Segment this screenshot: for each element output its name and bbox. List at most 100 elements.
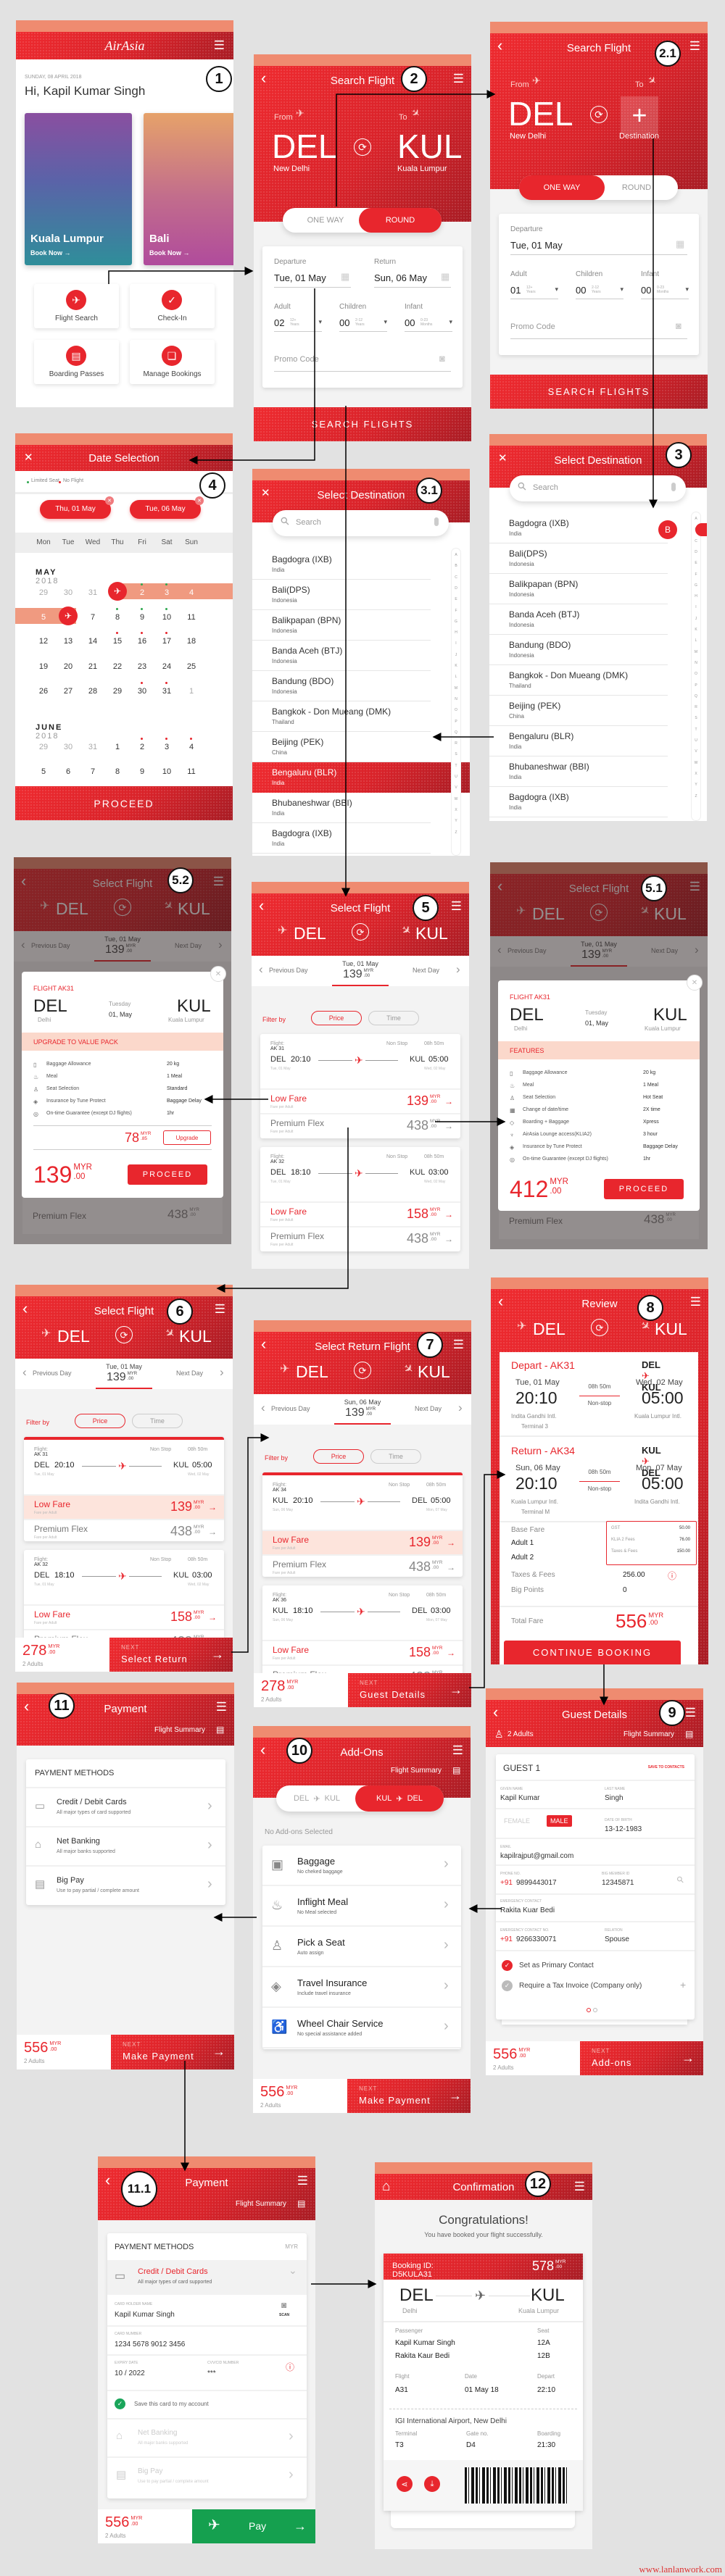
alphabet-letter[interactable]: N [455,696,457,701]
alphabet-letter[interactable]: U [455,775,457,779]
calendar-day[interactable]: 4 [188,588,194,597]
next-day-icon[interactable]: › [458,1401,463,1414]
remove-date-icon[interactable]: ✕ [105,496,114,505]
swap-icon[interactable]: ⟳ [115,1326,133,1343]
close-icon[interactable]: ✕ [210,966,226,982]
next-day-button[interactable]: Next Day [413,967,440,974]
calendar-day[interactable]: 9 [139,613,145,622]
back-icon[interactable]: ‹ [22,1299,28,1317]
calendar-day[interactable]: 9 [139,767,145,776]
passenger-count-select[interactable]: 00 0-23 Months ▾ [405,317,452,332]
calendar-day[interactable]: 29 [38,743,49,751]
calendar-day[interactable]: 20 [63,662,73,671]
alphabet-letter[interactable]: X [455,807,457,812]
filter-price[interactable]: Price [311,1011,362,1025]
alphabet-letter[interactable]: F [455,608,457,613]
alphabet-letter[interactable]: P [455,719,457,724]
proceed-button[interactable]: PROCEED [15,786,233,820]
destination-list-item[interactable]: Bangkok - Don Mueang (DMK) Thailand [252,701,431,732]
destination-list-item[interactable]: Bagdogra (IXB) India [489,513,668,543]
filter-price[interactable]: Price [75,1414,125,1428]
leg-option[interactable]: KUL ✈ DEL [355,1785,444,1812]
swap-icon[interactable]: ⟳ [354,138,371,156]
pager-dot-active[interactable] [587,2008,591,2012]
alphabet-letter[interactable]: F [695,572,697,577]
alphabet-letter[interactable]: W [694,760,698,765]
calendar-day[interactable]: 30 [63,743,73,751]
next-step-button[interactable]: NEXT Make Payment → [347,2079,471,2113]
book-now-link[interactable]: Book Now → [149,249,190,257]
hamburger-menu-icon[interactable]: ☰ [689,1295,701,1309]
next-step-button[interactable]: NEXT Add-ons → [580,2041,703,2075]
alphabet-letter[interactable]: D [455,585,457,591]
back-icon[interactable]: ‹ [261,69,267,87]
add-on-item[interactable]: ♙ Pick a Seat Auto assign › [262,1927,461,1967]
calendar-day[interactable]: 24 [162,662,172,671]
close-icon[interactable]: ✕ [261,487,270,499]
calendar-day[interactable]: 16 [137,637,147,646]
return-date-field[interactable]: Sun, 06 May [374,272,427,283]
destination-list-item[interactable]: Bengaluru (BLR) India [252,762,470,793]
fare-option[interactable]: Low Fare Fare per Adult 139 MYR .00 → [260,1088,460,1113]
calendar-day[interactable]: 12 [38,637,49,646]
passenger-count-select[interactable]: 02 12+ Years ▾ [274,317,322,332]
quick-action-tile[interactable]: ▤ Boarding Passes [34,340,119,384]
continue-booking-button[interactable]: CONTINUE BOOKING [504,1641,681,1664]
search-bar[interactable]: ⚲ Search [510,475,686,501]
fare-option[interactable]: Low Fare Fare per Adult 158 MYR .00 → [260,1201,460,1226]
next-day-icon[interactable]: › [220,1365,224,1379]
save-card-checkbox[interactable]: Save this card to my account [134,2401,209,2407]
remove-date-icon[interactable]: ✕ [195,496,204,505]
from-code[interactable]: DEL [272,128,337,165]
calendar-day[interactable]: 11 [187,767,196,776]
alphabet-letter[interactable]: K [455,664,457,668]
destination-card[interactable]: Kuala Lumpur Book Now → [25,113,132,265]
hamburger-menu-icon[interactable]: ☰ [689,39,700,53]
alphabet-letter[interactable]: U [695,738,697,743]
payment-method-name[interactable]: Big Pay [138,2467,163,2475]
back-icon[interactable]: ‹ [105,2171,111,2189]
alphabet-letter[interactable]: A [455,553,457,557]
calendar-day[interactable]: 10 [162,767,172,776]
alphabet-letter[interactable]: J [455,652,457,657]
alphabet-letter[interactable]: B [455,564,457,569]
trip-type-option-round[interactable]: ROUND [359,208,442,233]
add-on-item[interactable]: ◈ Travel Insurance Include travel insuranc… [262,1967,461,2008]
gender-option-male[interactable]: MALE [547,1815,572,1827]
quick-action-tile[interactable]: ✈ Flight Search [34,284,119,328]
hamburger-menu-icon[interactable]: ☰ [452,1338,464,1351]
previous-day-button[interactable]: Previous Day [271,1405,310,1412]
passenger-count-select[interactable]: 00 2-12 Years ▾ [339,317,387,332]
alphabet-letter[interactable]: N [695,660,697,665]
alphabet-letter[interactable]: L [455,675,457,680]
destination-list-item[interactable]: Bhubaneshwar (BBI) India [489,756,668,787]
alphabet-letter[interactable]: Z [455,830,457,835]
previous-day-icon[interactable]: ‹ [259,962,263,976]
alphabet-letter[interactable]: W [454,796,458,801]
calendar-day[interactable]: 14 [88,637,98,646]
date-of-birth-field[interactable]: 13-12-1983 [605,1825,642,1833]
back-icon[interactable]: ‹ [259,896,265,914]
checkbox-unchecked-icon[interactable]: ✓ [502,1980,513,1991]
add-on-item[interactable]: ▣ Baggage No cheked baggage › [262,1846,461,1886]
alphabet-letter[interactable]: A [695,517,697,521]
passenger-count-select[interactable]: 00 0-23 Months ▾ [641,285,689,299]
calendar-day[interactable]: 28 [88,687,98,696]
alphabet-letter[interactable]: O [695,672,697,677]
destination-list-item[interactable]: Bandung (BDO) Indonesia [489,635,668,665]
from-code[interactable]: DEL [508,95,573,133]
search-input[interactable]: Search [533,483,558,492]
calendar-day[interactable]: 29 [38,588,49,597]
alphabet-letter[interactable]: X [695,771,697,776]
destination-list-item[interactable]: Bengaluru (BLR) India [489,726,668,756]
calendar-day[interactable]: 18 [186,637,196,646]
destination-list-item[interactable]: Banda Aceh (BTJ) Indonesia [489,604,668,635]
calendar-day[interactable]: 4 [188,743,194,751]
fare-option[interactable]: Low Fare Fare per Adult 158 MYR .00 → [24,1604,224,1629]
destination-list-item[interactable]: Bhubaneshwar (BBI) India [252,793,431,823]
calendar-day[interactable]: 31 [88,588,98,597]
departure-date-field[interactable]: Tue, 01 May [510,240,563,251]
share-icon[interactable]: ⋖ [397,2476,413,2492]
home-icon[interactable]: ⌂ [382,2179,391,2194]
passenger-count-select[interactable]: 01 12+ Years ▾ [510,285,558,299]
